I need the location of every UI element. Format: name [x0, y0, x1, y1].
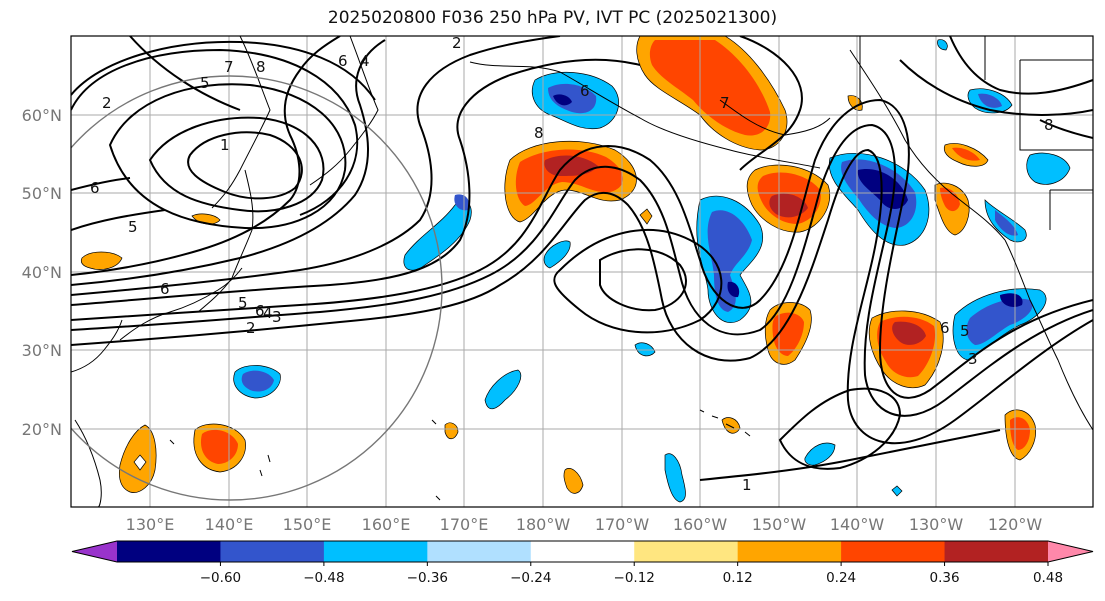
- colorbar-segment: [117, 541, 221, 562]
- contour-label: 5: [200, 74, 210, 92]
- contour-label: 6: [338, 52, 348, 70]
- colorbar-segment: [841, 541, 946, 562]
- colorbar-tick-label: −0.36: [407, 570, 448, 586]
- latitude-labels: 60°N 50°N 40°N 30°N 20°N: [22, 106, 62, 439]
- map-plot-area: 2 6 5 7 8 6 4 2 1 6 5 6 5 4 3 2 7 8 6 6 …: [71, 34, 1093, 507]
- contour-label: 2: [452, 34, 462, 52]
- colorbar-tick-label: −0.12: [614, 570, 655, 586]
- map-title: 2025020800 F036 250 hPa PV, IVT PC (2025…: [327, 8, 778, 28]
- lon-tick-label: 170°W: [595, 515, 650, 534]
- lon-tick-label: 150°E: [283, 515, 332, 534]
- lon-tick-label: 150°W: [752, 515, 807, 534]
- contour-label: 5: [960, 322, 970, 340]
- contour-label: 1: [220, 136, 230, 154]
- lon-tick-label: 160°E: [362, 515, 411, 534]
- contour-label: 5: [238, 294, 248, 312]
- contour-label: 1: [742, 476, 752, 494]
- colorbar-segment: [323, 541, 428, 562]
- contour-label: 8: [1044, 116, 1054, 134]
- positive-anomaly-shading: [80, 36, 1036, 494]
- lon-tick-label: 120°W: [988, 515, 1043, 534]
- contour-label: 2: [102, 94, 112, 112]
- plot-frame: [70, 35, 1094, 508]
- lon-tick-label: 130°E: [126, 515, 175, 534]
- contour-label: 6: [160, 280, 170, 298]
- colorbar-segment: [944, 541, 1049, 562]
- colorbar-tick-label: 0.24: [826, 570, 856, 586]
- lat-tick-label: 60°N: [22, 106, 62, 125]
- colorbar-segment: [220, 541, 325, 562]
- lon-tick-label: 170°E: [440, 515, 489, 534]
- contour-label: 2: [246, 319, 256, 337]
- colorbar-tick-label: 0.12: [723, 570, 753, 586]
- pv-contours: [71, 36, 1093, 481]
- contour-label: 6: [580, 82, 590, 100]
- lon-tick-label: 160°W: [673, 515, 728, 534]
- colorbar-segment: [634, 541, 739, 562]
- contour-label: 3: [272, 308, 282, 326]
- contour-label: 7: [224, 58, 234, 76]
- lat-tick-label: 20°N: [22, 420, 62, 439]
- colorbar-tick-label: 0.48: [1033, 570, 1063, 586]
- contour-label: 4: [263, 304, 273, 322]
- colorbar-upper-extension: [1048, 541, 1093, 562]
- colorbar: −0.60 −0.48 −0.36 −0.24 −0.12 0.12 0.24 0.36 0.4…: [71, 540, 1094, 586]
- colorbar-segment: [737, 541, 842, 562]
- lon-tick-label: 180°W: [516, 515, 571, 534]
- contour-labels: 2 6 5 7 8 6 4 2 1 6 5 6 5 4 3 2 7 8 6 6 …: [90, 34, 1054, 494]
- contour-label: 5: [128, 218, 138, 236]
- contour-label: 8: [256, 58, 266, 76]
- colorbar-segment: [427, 541, 532, 562]
- lat-tick-label: 30°N: [22, 341, 62, 360]
- contour-label: 6: [940, 319, 950, 337]
- contour-label: 3: [968, 350, 978, 368]
- reference-circle: [71, 75, 443, 501]
- graticule: [71, 36, 1093, 507]
- contour-label: 8: [534, 124, 544, 142]
- lat-tick-label: 40°N: [22, 263, 62, 282]
- lon-tick-label: 130°W: [909, 515, 964, 534]
- negative-anomaly-shading: [233, 39, 1071, 503]
- colorbar-tick-label: 0.36: [930, 570, 960, 586]
- lat-tick-label: 50°N: [22, 184, 62, 203]
- lon-tick-label: 140°W: [830, 515, 885, 534]
- colorbar-lower-extension: [72, 541, 117, 562]
- longitude-labels: 130°E 140°E 150°E 160°E 170°E 180°W 170°…: [126, 515, 1043, 534]
- colorbar-segment: [530, 541, 635, 562]
- colorbar-outline: [71, 540, 1094, 563]
- colorbar-tick-label: −0.48: [303, 570, 344, 586]
- colorbar-tick-label: −0.24: [510, 570, 551, 586]
- contour-label: 4: [360, 52, 370, 70]
- colorbar-tick-label: −0.60: [200, 570, 241, 586]
- contour-label: 6: [90, 179, 100, 197]
- contour-label: 7: [720, 94, 730, 112]
- lon-tick-label: 140°E: [205, 515, 254, 534]
- contour-label: 6: [255, 302, 265, 320]
